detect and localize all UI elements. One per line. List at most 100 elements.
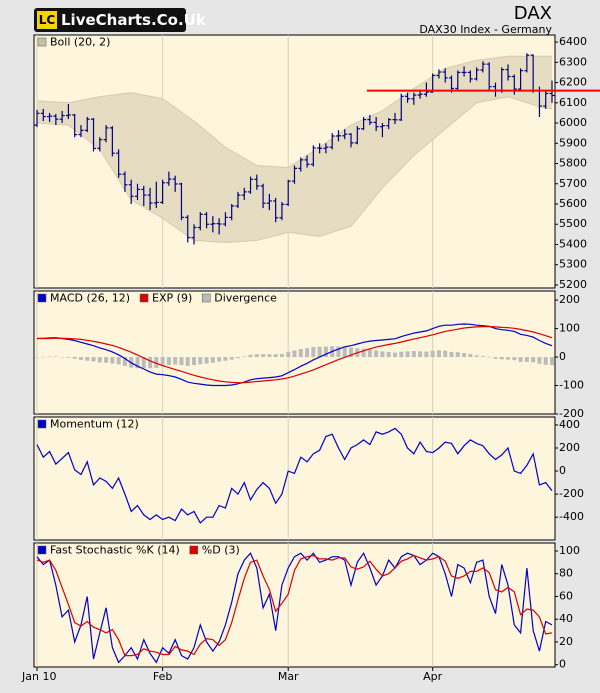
divergence-bar	[399, 351, 404, 358]
divergence-bar	[298, 349, 303, 358]
divergence-bar	[455, 352, 460, 358]
x-tick-label: Mar	[278, 670, 299, 683]
divergence-bar	[41, 356, 46, 358]
y-tick-label: 60	[559, 589, 573, 602]
logo-badge	[37, 11, 57, 29]
divergence-bar	[185, 357, 190, 366]
divergence-bar	[35, 357, 39, 358]
y-tick-label: 20	[559, 635, 573, 648]
band-upper	[36, 55, 552, 169]
symbol: DAX	[514, 3, 552, 24]
y-tick-label: -100	[559, 379, 584, 392]
description: DAX30 Index - Germany	[419, 23, 552, 36]
divergence-bar	[386, 351, 391, 358]
series-line	[36, 554, 553, 657]
legend-swatch	[37, 419, 47, 429]
divergence-bar	[166, 357, 171, 366]
divergence-bar	[487, 356, 492, 358]
y-tick-label: 5400	[559, 237, 587, 250]
divergence-bar	[480, 356, 485, 358]
divergence-bar	[305, 348, 310, 358]
divergence-bar	[104, 357, 109, 363]
divergence-bar	[66, 357, 71, 358]
y-tick-label: 5500	[559, 217, 587, 230]
plot-area	[34, 35, 555, 288]
divergence-bar	[499, 357, 504, 360]
series-line	[37, 326, 553, 384]
divergence-bar	[424, 351, 429, 358]
divergence-bar	[85, 357, 90, 361]
divergence-bar	[72, 357, 77, 359]
legend-swatch	[202, 293, 211, 303]
divergence-bar	[336, 346, 341, 358]
y-tick-label: 5300	[559, 258, 587, 271]
divergence-bar	[292, 350, 297, 358]
divergence-bar	[179, 357, 184, 366]
y-tick-label: 200	[559, 441, 580, 454]
y-tick-label: 6000	[559, 116, 587, 129]
divergence-bar	[449, 351, 454, 358]
divergence-bar	[78, 357, 83, 360]
divergence-bar	[531, 357, 536, 363]
logo-box	[34, 8, 186, 32]
divergence-bar	[160, 357, 165, 367]
divergence-bar	[361, 348, 366, 358]
divergence-bar	[392, 352, 397, 358]
divergence-bar	[493, 357, 498, 359]
divergence-bar	[110, 357, 115, 364]
y-tick-label: 0	[559, 464, 566, 477]
divergence-bar	[537, 357, 542, 364]
y-tick-label: 5800	[559, 157, 587, 170]
divergence-bar	[273, 354, 278, 358]
legend-label: Momentum (12)	[50, 418, 139, 431]
divergence-bar	[204, 357, 209, 364]
divergence-bar	[286, 351, 291, 358]
series-line	[36, 551, 553, 664]
y-tick-label: 5700	[559, 177, 587, 190]
divergence-bar	[229, 357, 234, 360]
logo-text: LiveCharts.Co.Uk	[61, 11, 207, 29]
divergence-bar	[210, 357, 215, 363]
legend-label: %D (3)	[202, 544, 240, 557]
y-tick-label: 100	[559, 322, 580, 335]
legend-swatch	[189, 545, 199, 555]
divergence-bar	[411, 351, 416, 358]
logo-mark: LC	[39, 13, 56, 27]
divergence-bar	[418, 351, 423, 358]
x-tick-label: Jan 10	[21, 670, 56, 683]
divergence-bar	[430, 350, 435, 358]
divergence-bar	[116, 357, 121, 365]
y-tick-label: 100	[559, 544, 580, 557]
divergence-bar	[367, 349, 372, 358]
legend-swatch	[37, 293, 47, 303]
divergence-bar	[141, 357, 146, 369]
divergence-bar	[311, 347, 316, 358]
y-tick-label: 80	[559, 567, 573, 580]
band-lower	[36, 96, 553, 244]
legend-swatch	[37, 545, 47, 555]
y-tick-label: 5900	[559, 136, 587, 149]
divergence-bar	[512, 357, 517, 361]
divergence-bar	[524, 357, 529, 362]
y-tick-label: 0	[559, 350, 566, 363]
divergence-bar	[135, 357, 140, 369]
y-tick-label: 5600	[559, 197, 587, 210]
y-tick-label: -200	[559, 487, 584, 500]
divergence-bar	[261, 354, 266, 358]
y-tick-label: 6200	[559, 76, 587, 89]
y-tick-label: 6400	[559, 35, 587, 48]
divergence-bar	[248, 354, 253, 358]
y-tick-label: 6300	[559, 55, 587, 68]
x-tick-label: Apr	[423, 670, 443, 683]
divergence-bar	[47, 356, 52, 358]
divergence-bar	[254, 354, 259, 358]
divergence-bar	[91, 357, 96, 362]
divergence-bar	[443, 350, 448, 358]
divergence-bar	[468, 353, 473, 358]
divergence-bar	[317, 346, 322, 358]
legend-label: Divergence	[214, 292, 277, 305]
divergence-bar	[474, 355, 479, 358]
legend-label: EXP (9)	[152, 292, 192, 305]
divergence-bar	[405, 351, 410, 358]
panel	[33, 416, 556, 541]
